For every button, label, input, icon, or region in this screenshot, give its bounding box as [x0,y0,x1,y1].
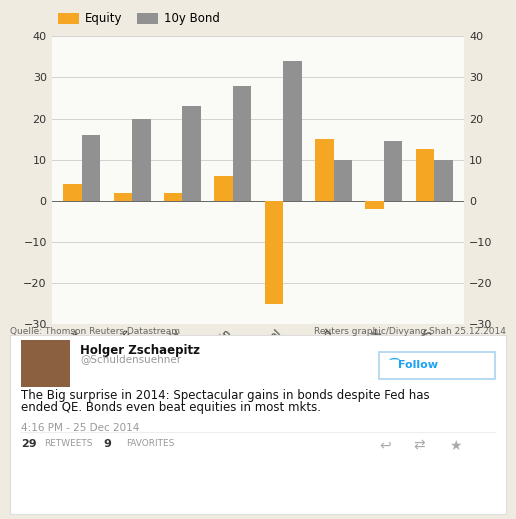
Bar [164,193,183,201]
Bar [365,201,384,209]
Text: 9: 9 [103,439,111,448]
Text: Holger Zschaepitz: Holger Zschaepitz [80,344,200,357]
Bar [434,160,453,201]
Legend: Equity, 10y Bond: Equity, 10y Bond [53,8,224,30]
Text: ended QE. Bonds even beat equities in most mkts.: ended QE. Bonds even beat equities in mo… [21,401,320,414]
Bar [315,139,333,201]
Bar [132,119,151,201]
Text: ★: ★ [449,439,461,453]
Bar [283,61,302,201]
Text: ⁀: ⁀ [390,360,399,370]
Bar [214,176,233,201]
Bar [265,201,283,304]
Bar [183,106,201,201]
Text: RETWEETS: RETWEETS [44,439,92,447]
Bar [333,160,352,201]
Text: FAVORITES: FAVORITES [126,439,175,447]
Text: The Big surprise in 2014: Spectacular gains in bonds despite Fed has: The Big surprise in 2014: Spectacular ga… [21,389,429,402]
Text: @Schuldensuehner: @Schuldensuehner [80,354,181,364]
Bar [384,141,402,201]
Bar [114,193,132,201]
Text: ⇄: ⇄ [413,439,425,453]
Bar [63,184,82,201]
Text: Quelle: Thomson Reuters Datastream: Quelle: Thomson Reuters Datastream [10,327,180,336]
Bar [82,135,101,201]
Bar [233,86,251,201]
Text: ↩: ↩ [379,439,391,453]
Text: Follow: Follow [398,360,439,370]
Text: 29: 29 [21,439,36,448]
Bar [415,149,434,201]
Text: Reuters graphic/Divyang Shah 25.12.2014: Reuters graphic/Divyang Shah 25.12.2014 [314,327,506,336]
Text: 4:16 PM - 25 Dec 2014: 4:16 PM - 25 Dec 2014 [21,423,139,433]
